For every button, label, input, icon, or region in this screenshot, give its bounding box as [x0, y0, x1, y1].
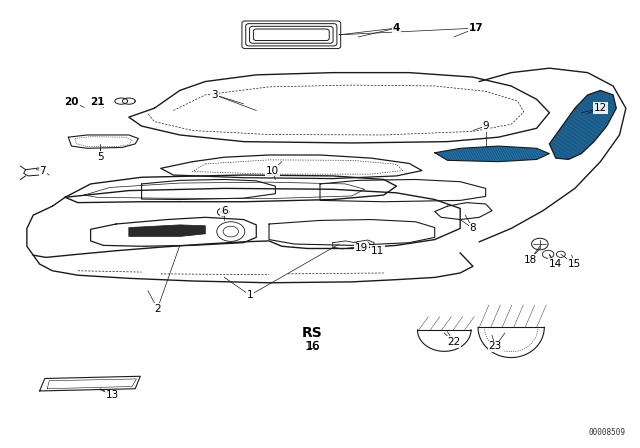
Text: 19: 19: [355, 243, 368, 254]
Text: 12: 12: [594, 103, 607, 113]
Text: 6: 6: [221, 206, 228, 215]
Text: 20: 20: [64, 97, 79, 107]
Text: 14: 14: [549, 259, 563, 269]
Text: 11: 11: [371, 246, 384, 256]
Text: 16: 16: [307, 341, 320, 351]
Text: RS: RS: [302, 326, 323, 340]
Text: 18: 18: [524, 254, 537, 265]
Text: 5: 5: [97, 152, 104, 162]
Text: 3: 3: [212, 90, 218, 100]
Text: 2: 2: [154, 304, 161, 314]
Text: 4: 4: [393, 23, 400, 33]
Text: 16: 16: [305, 340, 320, 353]
Text: 21: 21: [90, 97, 104, 107]
Text: 10: 10: [266, 166, 279, 176]
Text: 8: 8: [470, 224, 476, 233]
Polygon shape: [435, 146, 549, 162]
Text: 13: 13: [106, 390, 120, 401]
Text: 9: 9: [483, 121, 489, 131]
Polygon shape: [129, 225, 205, 237]
Text: 23: 23: [488, 341, 502, 351]
Text: 15: 15: [568, 259, 582, 269]
Text: 00008509: 00008509: [589, 428, 626, 437]
Circle shape: [221, 210, 226, 214]
Text: 1: 1: [246, 290, 253, 300]
Polygon shape: [549, 90, 616, 159]
Text: 17: 17: [469, 23, 483, 33]
Text: 22: 22: [447, 337, 460, 347]
Text: 7: 7: [40, 166, 46, 176]
